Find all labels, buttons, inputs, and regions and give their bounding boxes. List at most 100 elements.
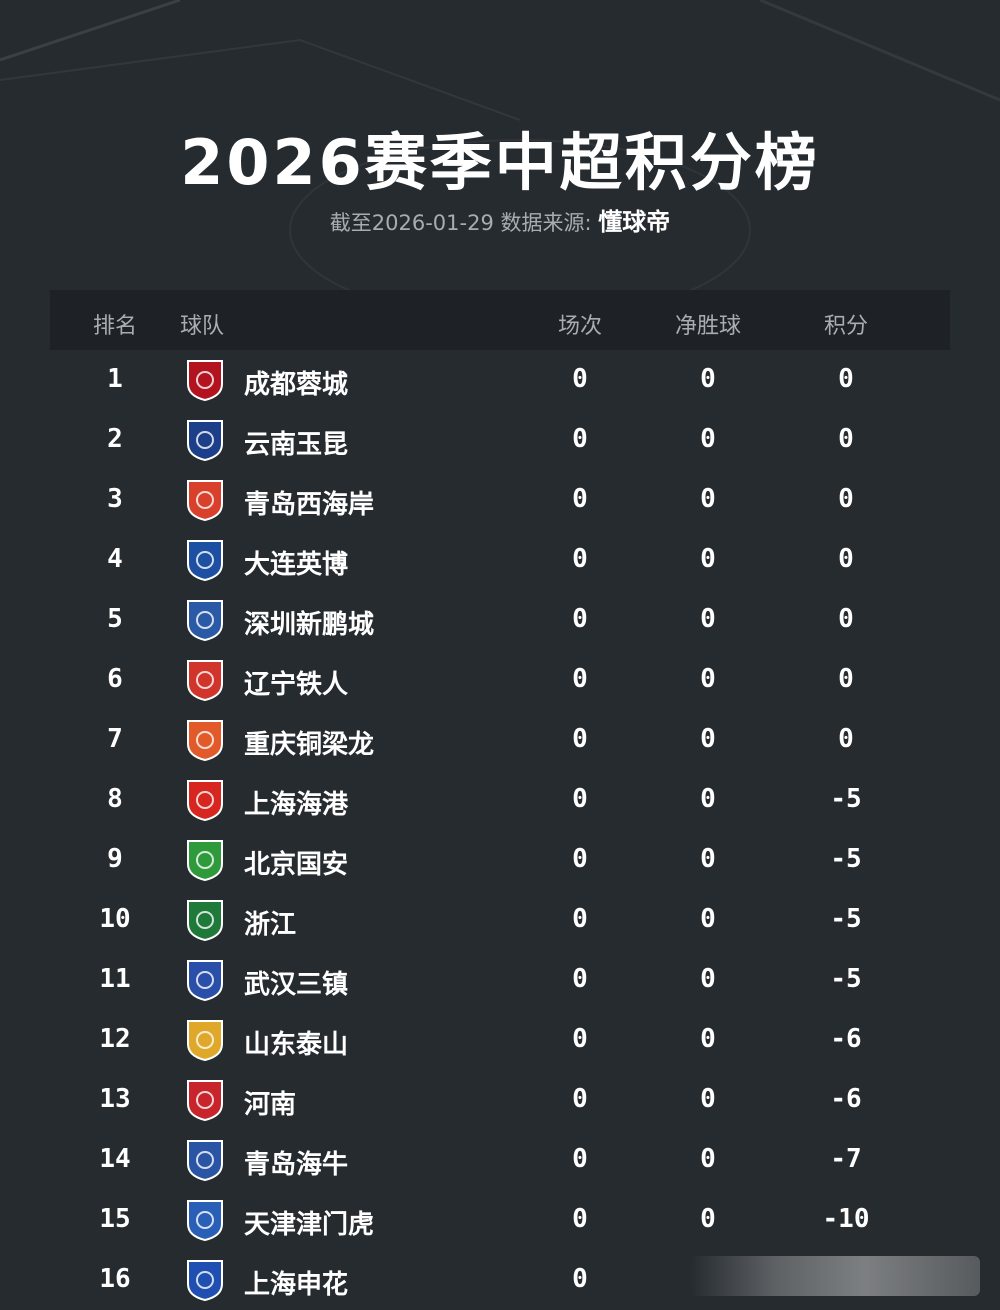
team-crest-icon — [187, 840, 223, 882]
played-cell: 0 — [572, 544, 588, 574]
table-row: 1 成都蓉城 0 0 0 — [0, 350, 1000, 410]
team-crest-icon — [187, 1200, 223, 1242]
rank-cell: 2 — [107, 424, 123, 454]
team-name: 河南 — [244, 1090, 297, 1120]
played-cell: 0 — [572, 1024, 588, 1054]
points-cell: 0 — [838, 664, 854, 694]
played-cell: 0 — [572, 1084, 588, 1114]
goal-difference-cell: 0 — [700, 1144, 716, 1174]
team-name: 青岛西海岸 — [244, 490, 375, 520]
table-row: 16 上海申花 0 — [0, 1250, 1000, 1310]
points-cell: 0 — [838, 364, 854, 394]
points-cell: -10 — [822, 1204, 870, 1234]
rank-cell: 4 — [107, 544, 123, 574]
table-row: 10 浙江 0 0 -5 — [0, 890, 1000, 950]
team-crest-icon — [187, 600, 223, 642]
team-name: 上海海港 — [244, 790, 349, 820]
table-row: 9 北京国安 0 0 -5 — [0, 830, 1000, 890]
table-row: 5 深圳新鹏城 0 0 0 — [0, 590, 1000, 650]
goal-difference-cell: 0 — [700, 544, 716, 574]
rank-cell: 6 — [107, 664, 123, 694]
played-cell: 0 — [572, 724, 588, 754]
goal-difference-cell: 0 — [700, 1084, 716, 1114]
header-goal-difference: 净胜球 — [674, 314, 741, 339]
points-cell: 0 — [838, 544, 854, 574]
team-crest-icon — [187, 660, 223, 702]
goal-difference-cell: 0 — [700, 844, 716, 874]
header-rank: 排名 — [92, 314, 137, 339]
table-row: 13 河南 0 0 -6 — [0, 1070, 1000, 1130]
goal-difference-cell: 0 — [700, 484, 716, 514]
points-cell: 0 — [838, 724, 854, 754]
page-subtitle: 截至2026-01-29 数据来源: 懂球帝 — [0, 202, 1000, 237]
goal-difference-cell: 0 — [700, 784, 716, 814]
goal-difference-cell: 0 — [700, 664, 716, 694]
team-crest-icon — [187, 420, 223, 462]
header-played: 场次 — [557, 314, 602, 339]
team-crest-icon — [187, 960, 223, 1002]
goal-difference-cell: 0 — [700, 964, 716, 994]
table-row: 12 山东泰山 0 0 -6 — [0, 1010, 1000, 1070]
table-row: 4 大连英博 0 0 0 — [0, 530, 1000, 590]
rank-cell: 16 — [99, 1264, 131, 1294]
played-cell: 0 — [572, 844, 588, 874]
team-name: 浙江 — [244, 910, 297, 940]
team-crest-icon — [187, 1020, 223, 1062]
team-name: 深圳新鹏城 — [244, 610, 375, 640]
team-name: 武汉三镇 — [244, 970, 349, 1000]
rank-cell: 14 — [99, 1144, 131, 1174]
played-cell: 0 — [572, 904, 588, 934]
rank-cell: 5 — [107, 604, 123, 634]
table-row: 15 天津津门虎 0 0 -10 — [0, 1190, 1000, 1250]
points-cell: 0 — [838, 484, 854, 514]
played-cell: 0 — [572, 484, 588, 514]
header-points: 积分 — [823, 314, 868, 339]
points-cell: -6 — [830, 1024, 862, 1054]
team-name: 辽宁铁人 — [244, 670, 349, 700]
page-title: 2026赛季中超积分榜 — [180, 126, 820, 199]
team-crest-icon — [187, 360, 223, 402]
goal-difference-cell: 0 — [700, 1204, 716, 1234]
team-crest-icon — [187, 900, 223, 942]
subtitle-date: 截至2026-01-29 数据来源: — [329, 211, 599, 235]
played-cell: 0 — [572, 964, 588, 994]
team-name: 北京国安 — [244, 850, 349, 880]
team-crest-icon — [187, 480, 223, 522]
points-cell: -5 — [830, 964, 862, 994]
data-source: 懂球帝 — [598, 208, 671, 236]
played-cell: 0 — [572, 664, 588, 694]
rank-cell: 11 — [99, 964, 131, 994]
table-row: 6 辽宁铁人 0 0 0 — [0, 650, 1000, 710]
goal-difference-cell: 0 — [700, 364, 716, 394]
watermark — [690, 1256, 980, 1296]
header-team: 球队 — [180, 314, 225, 339]
team-name: 天津津门虎 — [244, 1210, 375, 1240]
goal-difference-cell: 0 — [700, 424, 716, 454]
team-crest-icon — [187, 780, 223, 822]
rank-cell: 15 — [99, 1204, 131, 1234]
team-crest-icon — [187, 720, 223, 762]
table-row: 3 青岛西海岸 0 0 0 — [0, 470, 1000, 530]
played-cell: 0 — [572, 784, 588, 814]
goal-difference-cell: 0 — [700, 604, 716, 634]
team-name: 重庆铜梁龙 — [244, 730, 375, 760]
rank-cell: 12 — [99, 1024, 131, 1054]
played-cell: 0 — [572, 1144, 588, 1174]
goal-difference-cell: 0 — [700, 724, 716, 754]
rank-cell: 8 — [107, 784, 123, 814]
rank-cell: 9 — [107, 844, 123, 874]
played-cell: 0 — [572, 604, 588, 634]
team-crest-icon — [187, 1260, 223, 1302]
team-crest-icon — [187, 1140, 223, 1182]
points-cell: -7 — [830, 1144, 862, 1174]
team-crest-icon — [187, 1080, 223, 1122]
table-row: 11 武汉三镇 0 0 -5 — [0, 950, 1000, 1010]
team-name: 大连英博 — [244, 550, 349, 580]
goal-difference-cell: 0 — [700, 904, 716, 934]
table-row: 8 上海海港 0 0 -5 — [0, 770, 1000, 830]
played-cell: 0 — [572, 424, 588, 454]
points-cell: -5 — [830, 904, 862, 934]
points-cell: -6 — [830, 1084, 862, 1114]
points-cell: -5 — [830, 784, 862, 814]
played-cell: 0 — [572, 1204, 588, 1234]
